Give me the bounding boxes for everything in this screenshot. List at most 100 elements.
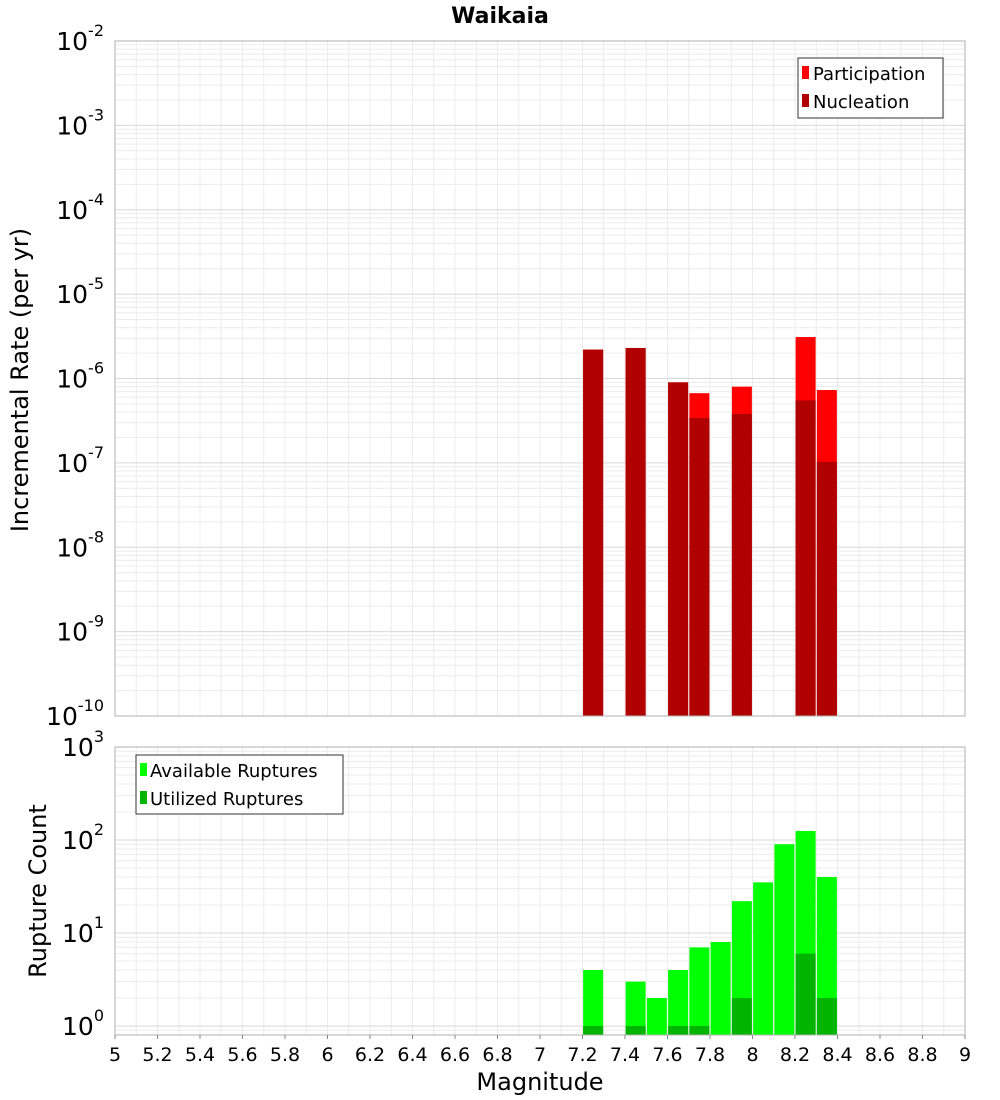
rate-y-tick-base: 10 xyxy=(46,702,78,731)
rate-y-tick-base: 10 xyxy=(56,365,88,394)
rate-bar-b xyxy=(625,347,646,716)
legend-swatch-participation xyxy=(802,66,809,79)
x-tick-label: 8.2 xyxy=(780,1044,810,1066)
rate-bar-b xyxy=(816,461,837,716)
rate-y-tick-exp: -2 xyxy=(88,21,104,40)
x-tick-label: 7.6 xyxy=(652,1044,682,1066)
count-bar-a xyxy=(753,882,774,1035)
count-legend: Available Ruptures Utilized Ruptures xyxy=(135,754,344,815)
x-axis-label: Magnitude xyxy=(476,1068,603,1096)
rate-y-tick-label: 10-9 xyxy=(56,612,104,647)
x-tick-label: 9 xyxy=(959,1044,971,1066)
rate-legend: Participation Nucleation xyxy=(797,57,944,119)
x-tick-label: 7.4 xyxy=(610,1044,640,1066)
x-tick-label: 6.6 xyxy=(440,1044,470,1066)
x-tick-label: 7 xyxy=(534,1044,546,1066)
rate-y-tick-label: 10-5 xyxy=(56,274,104,309)
rate-y-tick-label: 10-10 xyxy=(46,696,104,731)
rate-bar-b xyxy=(583,349,604,716)
rate-y-tick-exp: -4 xyxy=(88,190,104,209)
count-legend-box xyxy=(135,754,344,815)
rate-y-tick-label: 10-2 xyxy=(56,21,104,56)
rate-y-tick-label: 10-8 xyxy=(56,527,104,562)
count-bars xyxy=(583,830,837,1035)
rate-bars xyxy=(583,337,837,716)
legend-label-participation: Participation xyxy=(813,64,925,85)
count-bar-b xyxy=(795,953,816,1035)
legend-swatch-utilized xyxy=(140,791,147,804)
count-bar-a xyxy=(816,877,837,1035)
rate-y-tick-base: 10 xyxy=(56,111,88,140)
rate-y-tick-base: 10 xyxy=(56,533,88,562)
count-y-tick-label: 103 xyxy=(62,727,104,762)
count-y-tick-label: 101 xyxy=(62,913,104,948)
count-bar-a xyxy=(646,997,667,1035)
rate-bar-b xyxy=(795,400,816,716)
count-bar-a xyxy=(710,942,731,1035)
count-y-axis-label: Rupture Count xyxy=(24,804,52,978)
rate-y-axis-label: Incremental Rate (per yr) xyxy=(6,228,34,532)
count-y-tick-base: 10 xyxy=(62,826,94,855)
count-y-tick-exp: 1 xyxy=(94,913,104,932)
count-y-tick-base: 10 xyxy=(62,733,94,762)
x-tick-label: 5.8 xyxy=(270,1044,300,1066)
x-tick-label: 6 xyxy=(321,1044,333,1066)
rate-bar-b xyxy=(731,413,752,716)
rate-y-tick-base: 10 xyxy=(56,196,88,225)
rate-y-tick-label: 10-6 xyxy=(56,359,104,394)
legend-swatch-nucleation xyxy=(802,94,809,107)
legend-label-available: Available Ruptures xyxy=(150,761,318,782)
count-bar-a xyxy=(689,947,710,1035)
rate-y-tick-exp: -8 xyxy=(88,527,104,546)
rate-y-tick-exp: -10 xyxy=(78,696,104,715)
count-bar-a xyxy=(774,844,795,1035)
rate-bar-b xyxy=(668,382,689,716)
x-tick-label: 8.8 xyxy=(907,1044,937,1066)
x-tick-label: 5.4 xyxy=(185,1044,215,1066)
count-y-tick-base: 10 xyxy=(62,919,94,948)
rate-bar-b xyxy=(689,418,710,716)
rate-legend-box xyxy=(797,57,944,119)
count-y-tick-label: 100 xyxy=(62,1006,104,1041)
count-bar-b xyxy=(625,1025,646,1035)
rate-y-tick-exp: -6 xyxy=(88,359,104,378)
count-bar-b xyxy=(583,1025,604,1035)
rate-grid xyxy=(114,41,966,717)
legend-label-nucleation: Nucleation xyxy=(813,92,909,113)
x-tick-label: 5.2 xyxy=(142,1044,172,1066)
count-y-tick-label: 102 xyxy=(62,820,104,855)
rate-y-tick-label: 10-3 xyxy=(56,105,104,140)
rate-y-tick-base: 10 xyxy=(56,27,88,56)
x-tick-label: 8.4 xyxy=(822,1044,852,1066)
chart-title: Waikaia xyxy=(451,4,549,29)
rate-y-tick-exp: -5 xyxy=(88,274,104,293)
count-bar-b xyxy=(816,997,837,1035)
rate-plot-border xyxy=(114,40,966,717)
x-tick-label: 7.8 xyxy=(695,1044,725,1066)
x-tick-label: 6.4 xyxy=(397,1044,427,1066)
rate-y-tick-base: 10 xyxy=(56,280,88,309)
rate-y-tick-base: 10 xyxy=(56,618,88,647)
x-tick-label: 7.2 xyxy=(567,1044,597,1066)
x-tick-label: 8.6 xyxy=(865,1044,895,1066)
count-y-tick-exp: 3 xyxy=(94,727,104,746)
legend-swatch-available xyxy=(140,763,147,776)
rate-y-tick-exp: -7 xyxy=(88,443,104,462)
count-bar-a xyxy=(583,969,604,1035)
x-tick-label: 6.2 xyxy=(355,1044,385,1066)
count-y-tick-exp: 0 xyxy=(94,1006,104,1025)
count-bar-b xyxy=(668,1025,689,1035)
count-y-tick-base: 10 xyxy=(62,1012,94,1041)
x-tick-label: 5.6 xyxy=(227,1044,257,1066)
count-bar-b xyxy=(689,1025,710,1035)
rate-y-tick-exp: -3 xyxy=(88,105,104,124)
x-tick-label: 8 xyxy=(746,1044,758,1066)
x-tick-label: 6.8 xyxy=(482,1044,512,1066)
count-y-tick-exp: 2 xyxy=(94,820,104,839)
count-x-ticks: 5 5.2 5.4 5.6 5.8 6 6.2 6.4 6.6 6.8 7 7.2 7.4 7.6 7.8 8… xyxy=(109,1035,971,1066)
x-tick-label: 5 xyxy=(109,1044,121,1066)
rate-y-tick-exp: -9 xyxy=(88,612,104,631)
